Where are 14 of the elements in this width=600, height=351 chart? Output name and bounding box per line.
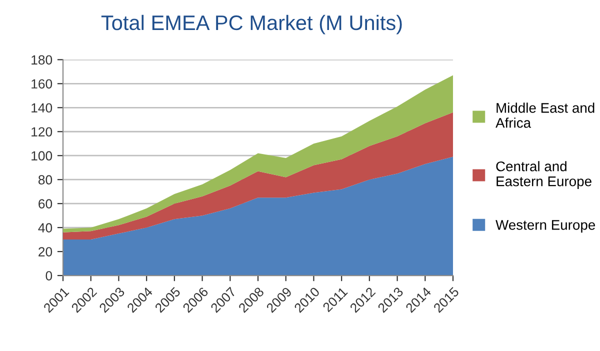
y-tick-label: 120	[32, 127, 52, 137]
y-tick-label: 40	[38, 223, 52, 232]
y-tick-label: 180	[32, 55, 52, 65]
chart-title: Total EMEA PC Market (M Units)	[101, 14, 402, 34]
legend-label: Western Europe	[496, 220, 596, 233]
y-tick-label: 0	[46, 271, 52, 280]
y-tick-label: 20	[38, 247, 52, 256]
legend-label: Central and Eastern Europe	[496, 161, 592, 189]
legend-label: Middle East and Africa	[496, 102, 594, 128]
y-tick-label: 80	[38, 175, 52, 185]
y-tick-label: 60	[38, 199, 52, 208]
y-tick-label: 160	[32, 79, 52, 89]
y-tick-label: 140	[32, 103, 52, 113]
y-tick-label: 100	[32, 151, 52, 161]
